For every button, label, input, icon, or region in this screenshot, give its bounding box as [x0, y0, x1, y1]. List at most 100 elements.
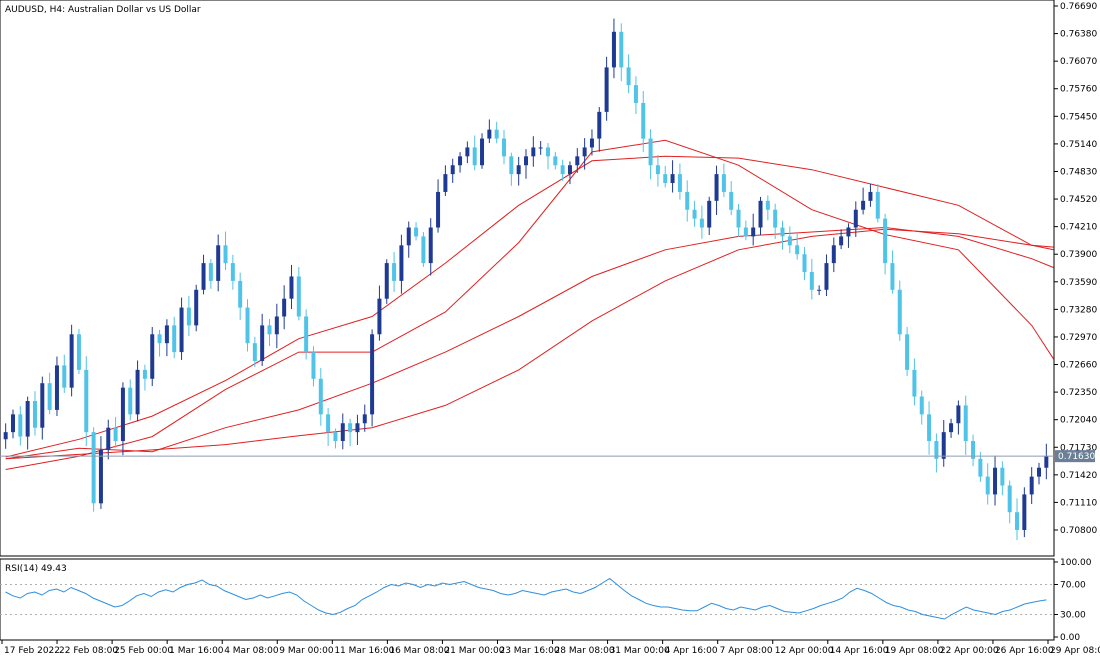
candle-body [743, 227, 748, 237]
moving-average-ma_d [5, 228, 1054, 460]
candle-body [502, 138, 507, 157]
candle-body [318, 378, 323, 415]
candle-body [120, 387, 125, 442]
candle-body [47, 383, 52, 410]
price-tick-label: 0.73900 [1060, 250, 1097, 260]
candle-body [472, 147, 477, 166]
candle-body [216, 245, 221, 281]
candle-body [1015, 512, 1020, 530]
candle-body [868, 191, 873, 201]
candle-body [531, 147, 536, 157]
candle-body [721, 174, 726, 192]
candle-body [582, 147, 587, 157]
candle-body [516, 165, 521, 175]
time-tick-label: 7 Apr 08:00 [720, 646, 773, 656]
candle-body [677, 174, 682, 192]
candle-body [223, 245, 228, 264]
candle-body [91, 432, 96, 504]
candle-body [201, 263, 206, 290]
rsi-panel [0, 558, 1055, 641]
time-tick-label: 4 Apr 16:00 [665, 646, 718, 656]
candle-body [1029, 476, 1034, 495]
candle-body [897, 289, 902, 335]
candle-body [252, 343, 257, 361]
candle-body [208, 263, 213, 281]
candle-body [326, 414, 331, 433]
rsi-indicator [5, 577, 1047, 620]
candle-body [831, 245, 836, 264]
candle-body [18, 414, 23, 437]
candle-body [282, 298, 287, 317]
candle-body [311, 352, 316, 379]
candle-body [428, 227, 433, 264]
rsi-axis: 100.00 70.00 30.00 0.00 [0, 558, 1092, 643]
price-tick-label: 0.72350 [1060, 388, 1097, 398]
price-tick-label: 0.74830 [1060, 167, 1097, 177]
candle-body [296, 276, 301, 317]
candle-body [883, 218, 888, 264]
price-axis: 0.76690 0.76380 0.76070 0.75760 0.75450 0.751… [1054, 2, 1097, 536]
current-price-label: 0.71630 [1058, 452, 1095, 462]
candle-body [912, 369, 917, 397]
candle-body [553, 156, 558, 166]
candle-body [802, 254, 807, 273]
price-tick-label: 0.73280 [1060, 305, 1097, 315]
time-tick-label: 11 Mar 16:00 [334, 646, 394, 656]
price-tick-label: 0.71730 [1060, 443, 1097, 453]
candle-body [150, 334, 155, 379]
candle-body [3, 432, 8, 440]
rsi-line [5, 577, 1047, 620]
moving-average-lines [5, 139, 1055, 470]
candle-body [875, 191, 880, 219]
time-tick-label: 29 Apr 08:00 [1050, 646, 1100, 656]
candle-body [773, 209, 778, 228]
candle-body [128, 387, 133, 415]
candle-body [641, 102, 646, 139]
candle-body [1044, 456, 1049, 468]
candle-body [795, 245, 800, 255]
candle-body [809, 272, 814, 290]
candle-body [267, 325, 272, 335]
candle-body [619, 31, 624, 68]
price-tick-label: 0.72970 [1060, 333, 1097, 343]
candle-body [1007, 485, 1012, 513]
candle-body [853, 209, 858, 228]
candle-body [941, 432, 946, 459]
price-tick-label: 0.74520 [1060, 195, 1097, 205]
candle-body [787, 236, 792, 246]
candle-body [333, 432, 338, 442]
chart-title: AUDUSD, H4: Australian Dollar vs US Doll… [5, 5, 201, 15]
rsi-tick-label: 30.00 [1060, 611, 1086, 621]
candle-body [406, 227, 411, 246]
moving-average-ma_a [5, 155, 1054, 458]
candlesticks [3, 18, 1049, 541]
candle-body [10, 414, 15, 433]
candle-body [340, 423, 345, 442]
candle-body [260, 325, 265, 361]
candle-body [142, 369, 147, 379]
candle-body [113, 427, 118, 442]
candle-body [736, 209, 741, 228]
candle-body [25, 401, 30, 437]
candle-body [905, 334, 910, 370]
candle-body [1022, 494, 1027, 530]
candle-body [399, 245, 404, 281]
candle-body [927, 414, 932, 442]
candle-body [494, 129, 499, 139]
candle-body [626, 67, 631, 86]
candle-body [633, 85, 638, 103]
candle-body [194, 289, 199, 326]
time-tick-label: 26 Apr 16:00 [995, 646, 1054, 656]
candle-body [1037, 467, 1042, 477]
price-tick-label: 0.73590 [1060, 278, 1097, 288]
candle-body [245, 307, 250, 344]
candle-body [98, 449, 103, 504]
candle-body [648, 138, 653, 166]
time-tick-label: 4 Mar 08:00 [224, 646, 279, 656]
candle-body [230, 263, 235, 281]
current-price-marker: 0.71630 [0, 450, 1095, 463]
rsi-tick-label: 70.00 [1060, 581, 1086, 591]
candle-body [560, 165, 565, 175]
candle-body [135, 369, 140, 415]
price-panel [0, 0, 1055, 557]
